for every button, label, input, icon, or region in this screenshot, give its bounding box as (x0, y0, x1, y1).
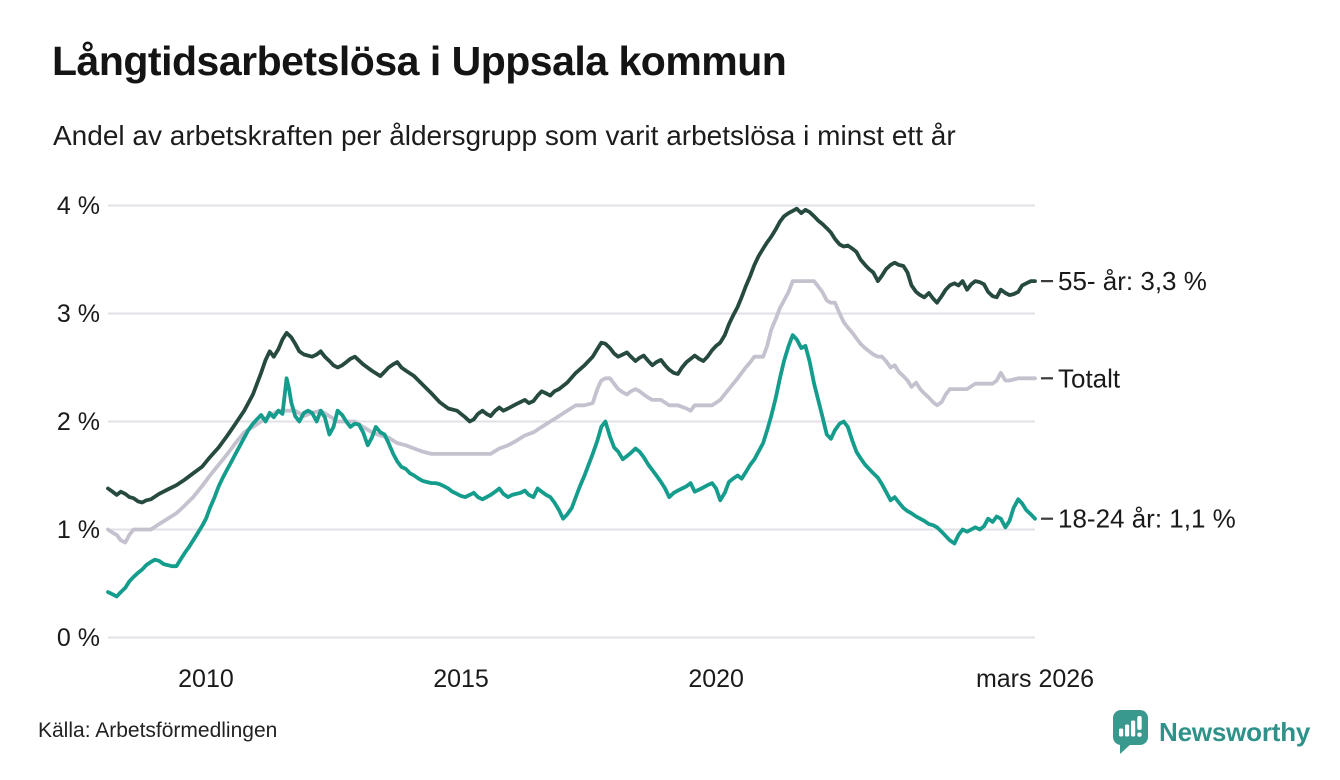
y-tick-label-1: 1 % (57, 516, 100, 544)
series-line-Totalt (106, 279, 1037, 545)
x-tick-label-2015: 2015 (433, 665, 489, 693)
newsworthy-bubble-icon (1113, 710, 1148, 754)
series-line-18-24-år (106, 333, 1037, 599)
series-end-label-55--år: 55- år: 3,3 % (1058, 266, 1207, 296)
series-end-label-18-24-år: 18-24 år: 1,1 % (1058, 504, 1236, 534)
y-tick-label-3: 3 % (57, 300, 100, 328)
y-tick-label-4: 4 % (57, 192, 100, 220)
source-note: Källa: Arbetsförmedlingen (38, 719, 278, 742)
newsworthy-wordmark: Newsworthy (1159, 716, 1311, 747)
x-tick-label-mars-2026: mars 2026 (976, 665, 1094, 693)
y-tick-label-0: 0 % (57, 624, 100, 652)
page-title: Långtidsarbetslösa i Uppsala kommun (52, 38, 787, 84)
newsworthy-logo[interactable]: Newsworthy (1112, 709, 1310, 755)
y-tick-label-2: 2 % (57, 408, 100, 436)
x-tick-label-2020: 2020 (688, 665, 744, 693)
series-line-55--år (106, 206, 1037, 505)
chart-subtitle: Andel av arbetskraften per åldersgrupp s… (53, 120, 956, 151)
x-tick-label-2010: 2010 (178, 665, 234, 693)
series-end-label-Totalt: Totalt (1058, 363, 1121, 393)
